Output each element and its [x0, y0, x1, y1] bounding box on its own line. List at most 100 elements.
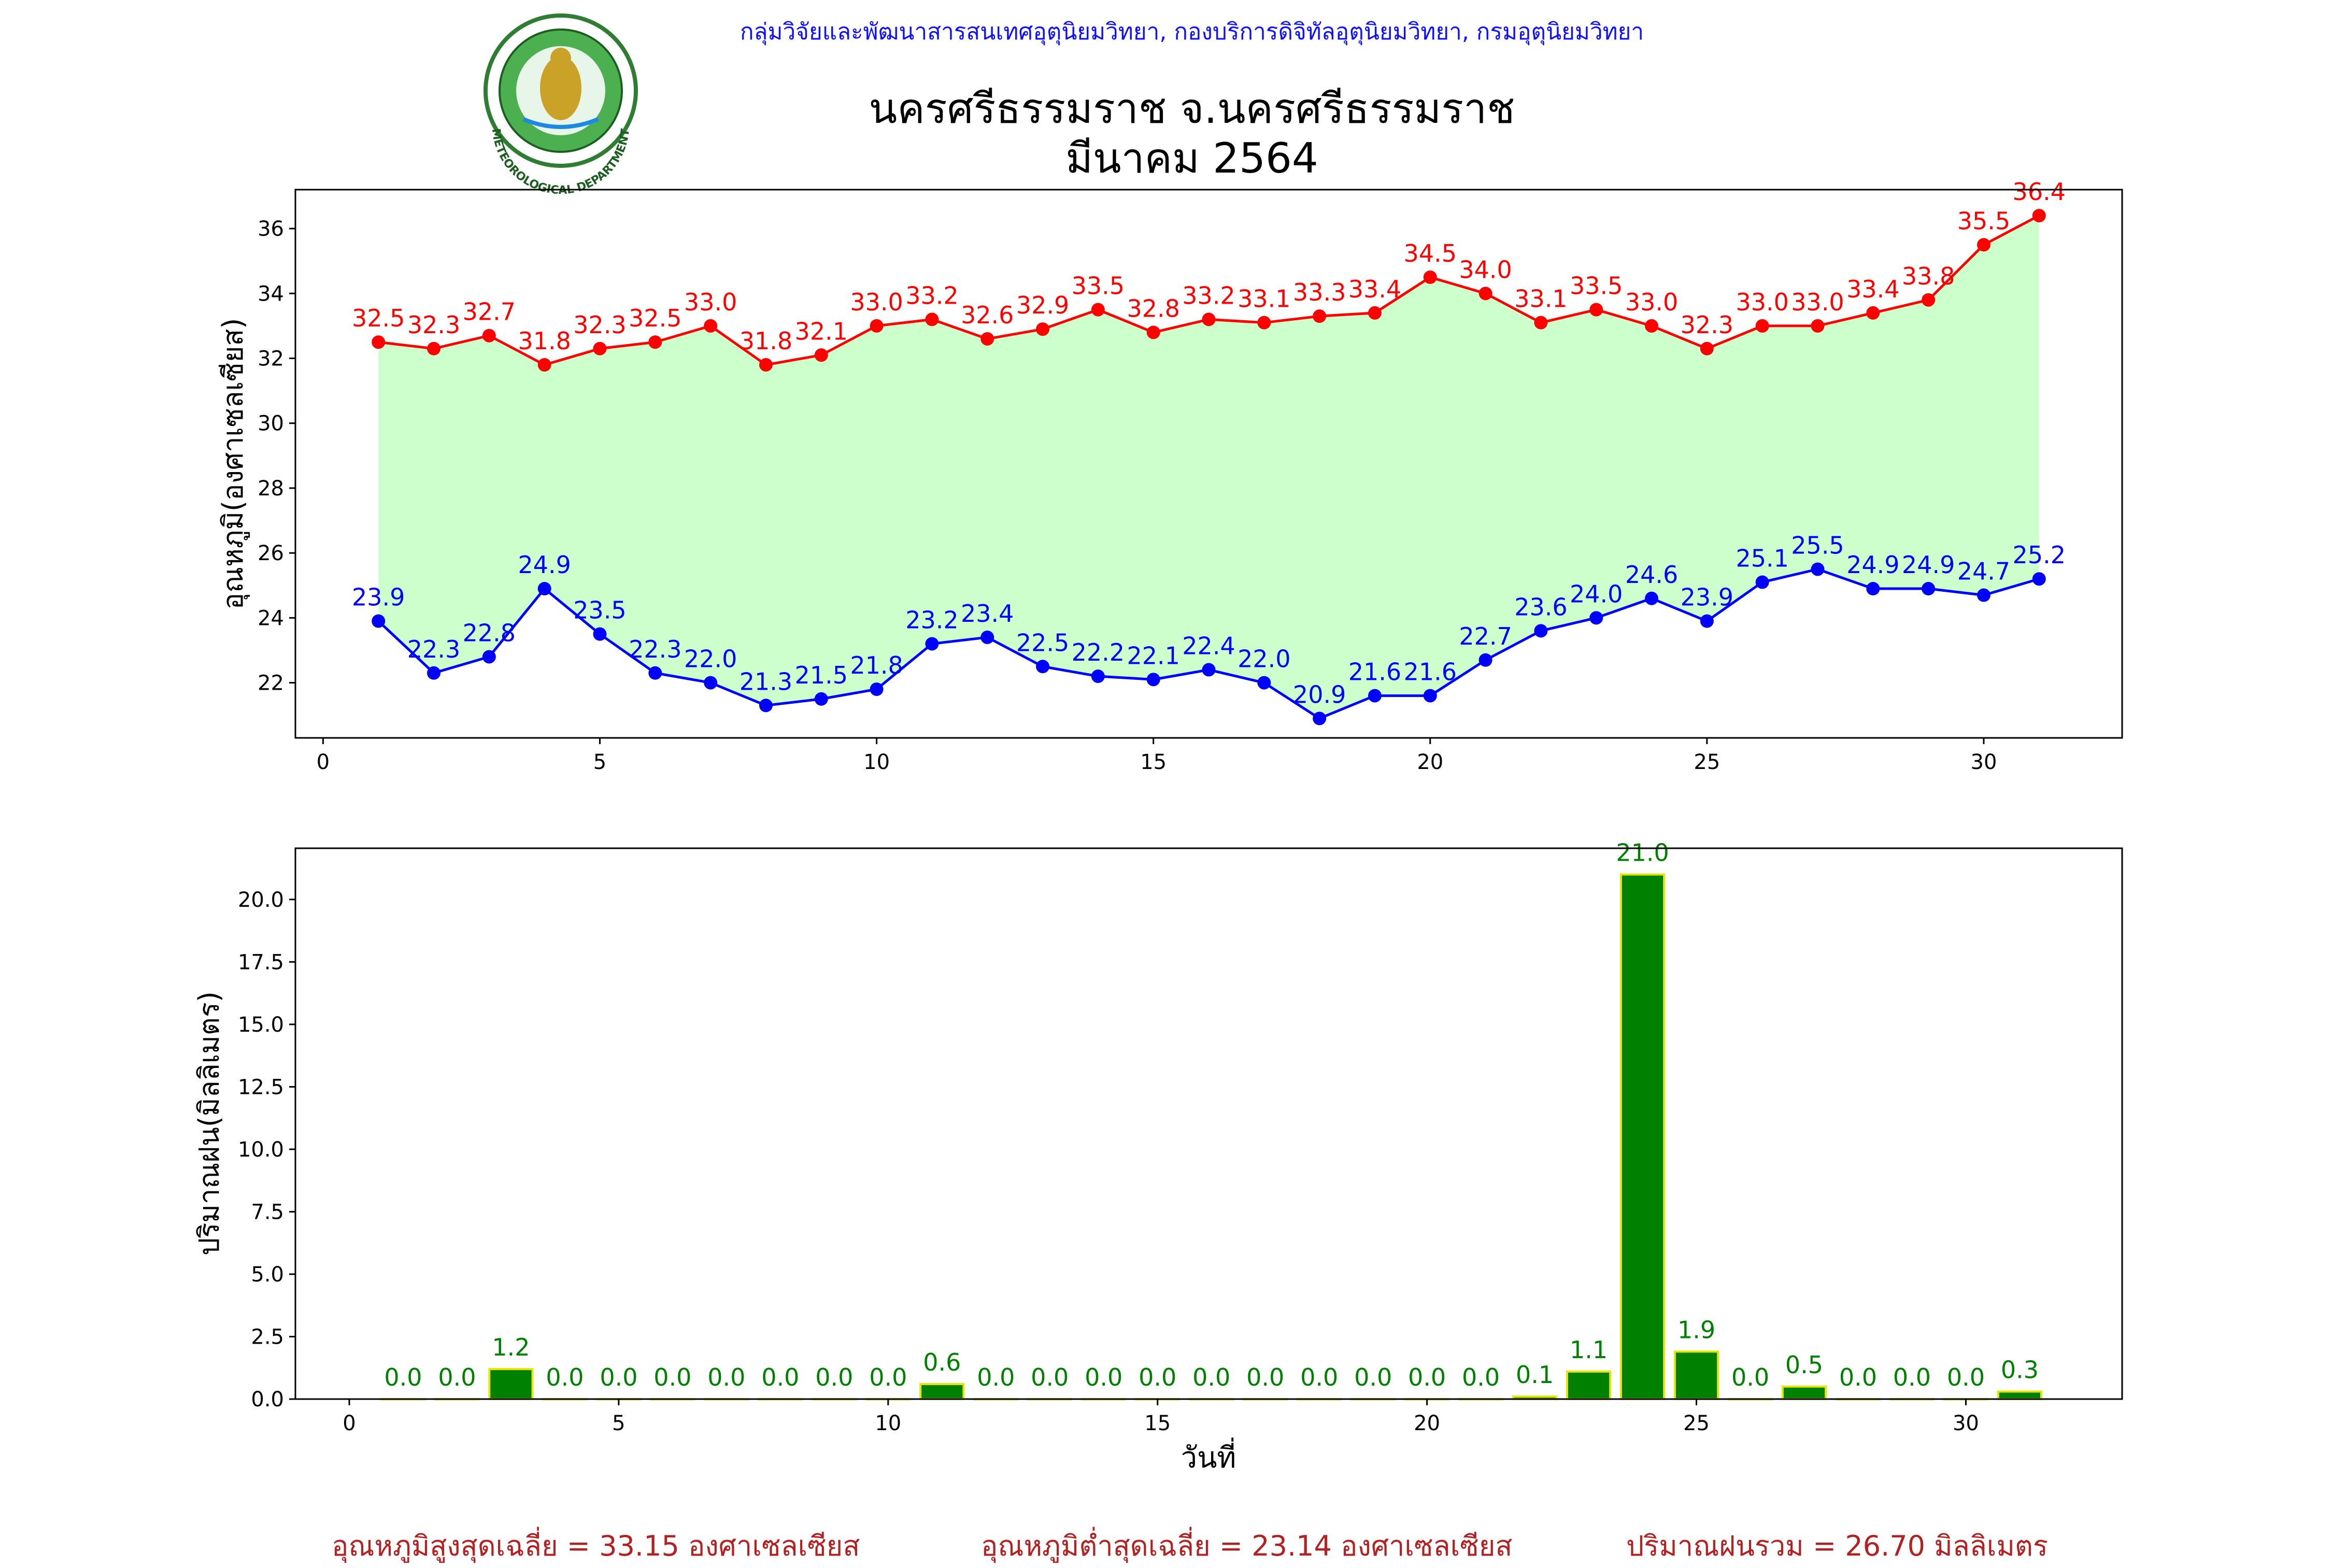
max-temperature-label: 32.1 — [795, 317, 848, 345]
min-temperature-label: 22.3 — [629, 635, 681, 663]
max-temperature-label: 33.5 — [1072, 272, 1125, 300]
max-temperature-label: 33.2 — [905, 281, 958, 309]
min-temperature-label: 23.6 — [1514, 593, 1567, 621]
y-tick-label: 34 — [258, 282, 284, 306]
max-temperature-label: 34.0 — [1459, 255, 1512, 283]
temperature-y-ticks: 22 24 26 28 30 32 34 36 — [258, 217, 295, 695]
rainfall-value-label: 1.9 — [1677, 1316, 1715, 1344]
rainfall-value-label: 21.0 — [1616, 839, 1669, 867]
min-temperature-label: 22.8 — [463, 619, 516, 647]
temperature-range-band — [378, 216, 2039, 719]
max-temperature-point — [427, 341, 441, 355]
max-temperature-point — [1257, 316, 1271, 330]
min-temperature-point — [427, 666, 441, 680]
max-temperature-point — [1922, 293, 1936, 307]
max-temperature-label: 33.2 — [1182, 281, 1235, 309]
rainfall-value-label: 0.0 — [1300, 1363, 1338, 1391]
y-tick-label: 12.5 — [238, 1075, 284, 1099]
min-temperature-point — [1811, 562, 1825, 576]
max-temperature-label: 33.0 — [1625, 288, 1678, 316]
min-temperature-label: 24.9 — [518, 551, 571, 579]
max-temperature-point — [1755, 319, 1769, 333]
max-temperature-point — [1202, 312, 1216, 326]
max-temperature-label: 32.3 — [407, 311, 460, 339]
rainfall-bar — [488, 1368, 534, 1400]
min-temperature-point — [704, 676, 718, 690]
temperature-x-ticks: 0 5 10 15 20 25 30 — [317, 738, 1997, 774]
x-tick-label: 25 — [1694, 750, 1720, 774]
max-temperature-label: 32.8 — [1127, 294, 1179, 322]
max-temperature-point — [482, 329, 496, 343]
max-temperature-label: 35.5 — [1957, 207, 2010, 235]
rainfall-value-label: 0.0 — [1246, 1363, 1284, 1391]
rainfall-value-label: 0.5 — [1785, 1351, 1823, 1379]
x-tick-label: 25 — [1683, 1412, 1710, 1435]
max-temperature-point — [1091, 303, 1105, 317]
min-temperature-point — [1534, 624, 1548, 638]
y-tick-label: 28 — [258, 477, 284, 501]
max-temperature-point — [759, 358, 773, 372]
rainfall-bars — [380, 873, 2043, 1401]
min-temperature-label: 22.0 — [1238, 645, 1290, 673]
max-temperature-point — [372, 335, 386, 349]
min-temperature-label: 23.4 — [961, 600, 1014, 628]
max-temperature-label: 31.8 — [518, 327, 571, 355]
min-temperature-label: 25.5 — [1791, 531, 1844, 559]
y-tick-label: 22 — [258, 672, 284, 695]
rainfall-value-label: 0.6 — [923, 1348, 961, 1376]
rainfall-value-label: 0.0 — [600, 1363, 637, 1391]
max-temperature-point — [704, 319, 718, 333]
chart-title: นครศรีธรรมราช จ.นครศรีธรรมราช มีนาคม 256… — [674, 84, 1710, 183]
min-temperature-point — [593, 627, 607, 641]
min-temperature-label: 21.5 — [795, 661, 848, 689]
min-temperature-point — [1866, 582, 1880, 596]
max-temperature-point — [1146, 325, 1160, 339]
rainfall-value-label: 0.0 — [977, 1363, 1015, 1391]
y-tick-label: 32 — [258, 347, 284, 371]
min-temperature-label: 21.3 — [740, 667, 792, 695]
rainfall-value-label: 0.0 — [1462, 1363, 1500, 1391]
min-temperature-labels: 23.922.322.824.923.522.3 22.021.3 21.5 21.8… — [352, 531, 2066, 708]
rainfall-bar — [1619, 873, 1666, 1400]
rainfall-value-label: 0.0 — [1085, 1363, 1122, 1391]
max-temperature-label: 33.4 — [1348, 275, 1401, 303]
min-temperature-point — [1313, 711, 1327, 725]
x-tick-label: 0 — [343, 1412, 356, 1435]
rainfall-labels: 0.0 0.0 1.2 0.0 0.0 0.0 0.0 0.0 0.0 0.0 0.6 0.0 0.0 0… — [384, 839, 2039, 1391]
rainfall-chart: 0.0 0.01.20.0 0.0 0.0 0.0 0.0 0.0 0.00.60.0 0.0 0… — [193, 839, 2123, 1475]
rainfall-bar — [919, 1383, 965, 1401]
min-temperature-label: 24.9 — [1902, 551, 1955, 579]
max-temperature-label: 32.3 — [1681, 311, 1733, 339]
y-tick-label: 0.0 — [251, 1388, 284, 1412]
max-temperature-point — [1478, 287, 1492, 301]
max-temperature-point — [1313, 309, 1327, 323]
max-temperature-label: 33.1 — [1238, 285, 1290, 313]
min-temperature-point — [1091, 669, 1105, 683]
min-temperature-point — [814, 692, 828, 706]
rainfall-value-label: 0.0 — [653, 1363, 691, 1391]
x-tick-label: 10 — [875, 1412, 901, 1435]
rainfall-bar — [1781, 1385, 1827, 1401]
min-temperature-point — [759, 699, 773, 712]
footer-avg-max: อุณหภูมิสูงสุดเฉลี่ย = 33.15 องศาเซลเซีย… — [332, 1530, 860, 1562]
max-temperature-point — [593, 341, 607, 355]
x-tick-label: 10 — [863, 750, 890, 774]
max-temperature-label: 33.8 — [1902, 262, 1955, 290]
rainfall-y-label: ปริมาณฝน(มิลลิเมตร) — [193, 991, 225, 1256]
x-tick-label: 30 — [1953, 1412, 1979, 1435]
min-temperature-label: 24.6 — [1625, 561, 1678, 589]
x-tick-label: 15 — [1144, 1412, 1171, 1435]
min-temperature-point — [1368, 689, 1382, 703]
max-temperature-point — [1589, 303, 1603, 317]
max-temperature-label: 33.1 — [1514, 285, 1567, 313]
min-temperature-label: 22.2 — [1072, 638, 1125, 666]
temperature-plot-frame — [294, 189, 2123, 739]
y-tick-label: 10.0 — [238, 1138, 284, 1162]
max-temperature-point — [1368, 306, 1382, 320]
credit-line: กลุ่มวิจัยและพัฒนาสารสนเทศอุตุนิยมวิทยา,… — [740, 19, 1644, 45]
max-temperature-label: 32.3 — [573, 311, 626, 339]
max-temperature-label: 33.0 — [1736, 288, 1788, 316]
max-temperature-point — [2032, 209, 2046, 223]
rainfall-value-label: 0.0 — [1031, 1363, 1069, 1391]
